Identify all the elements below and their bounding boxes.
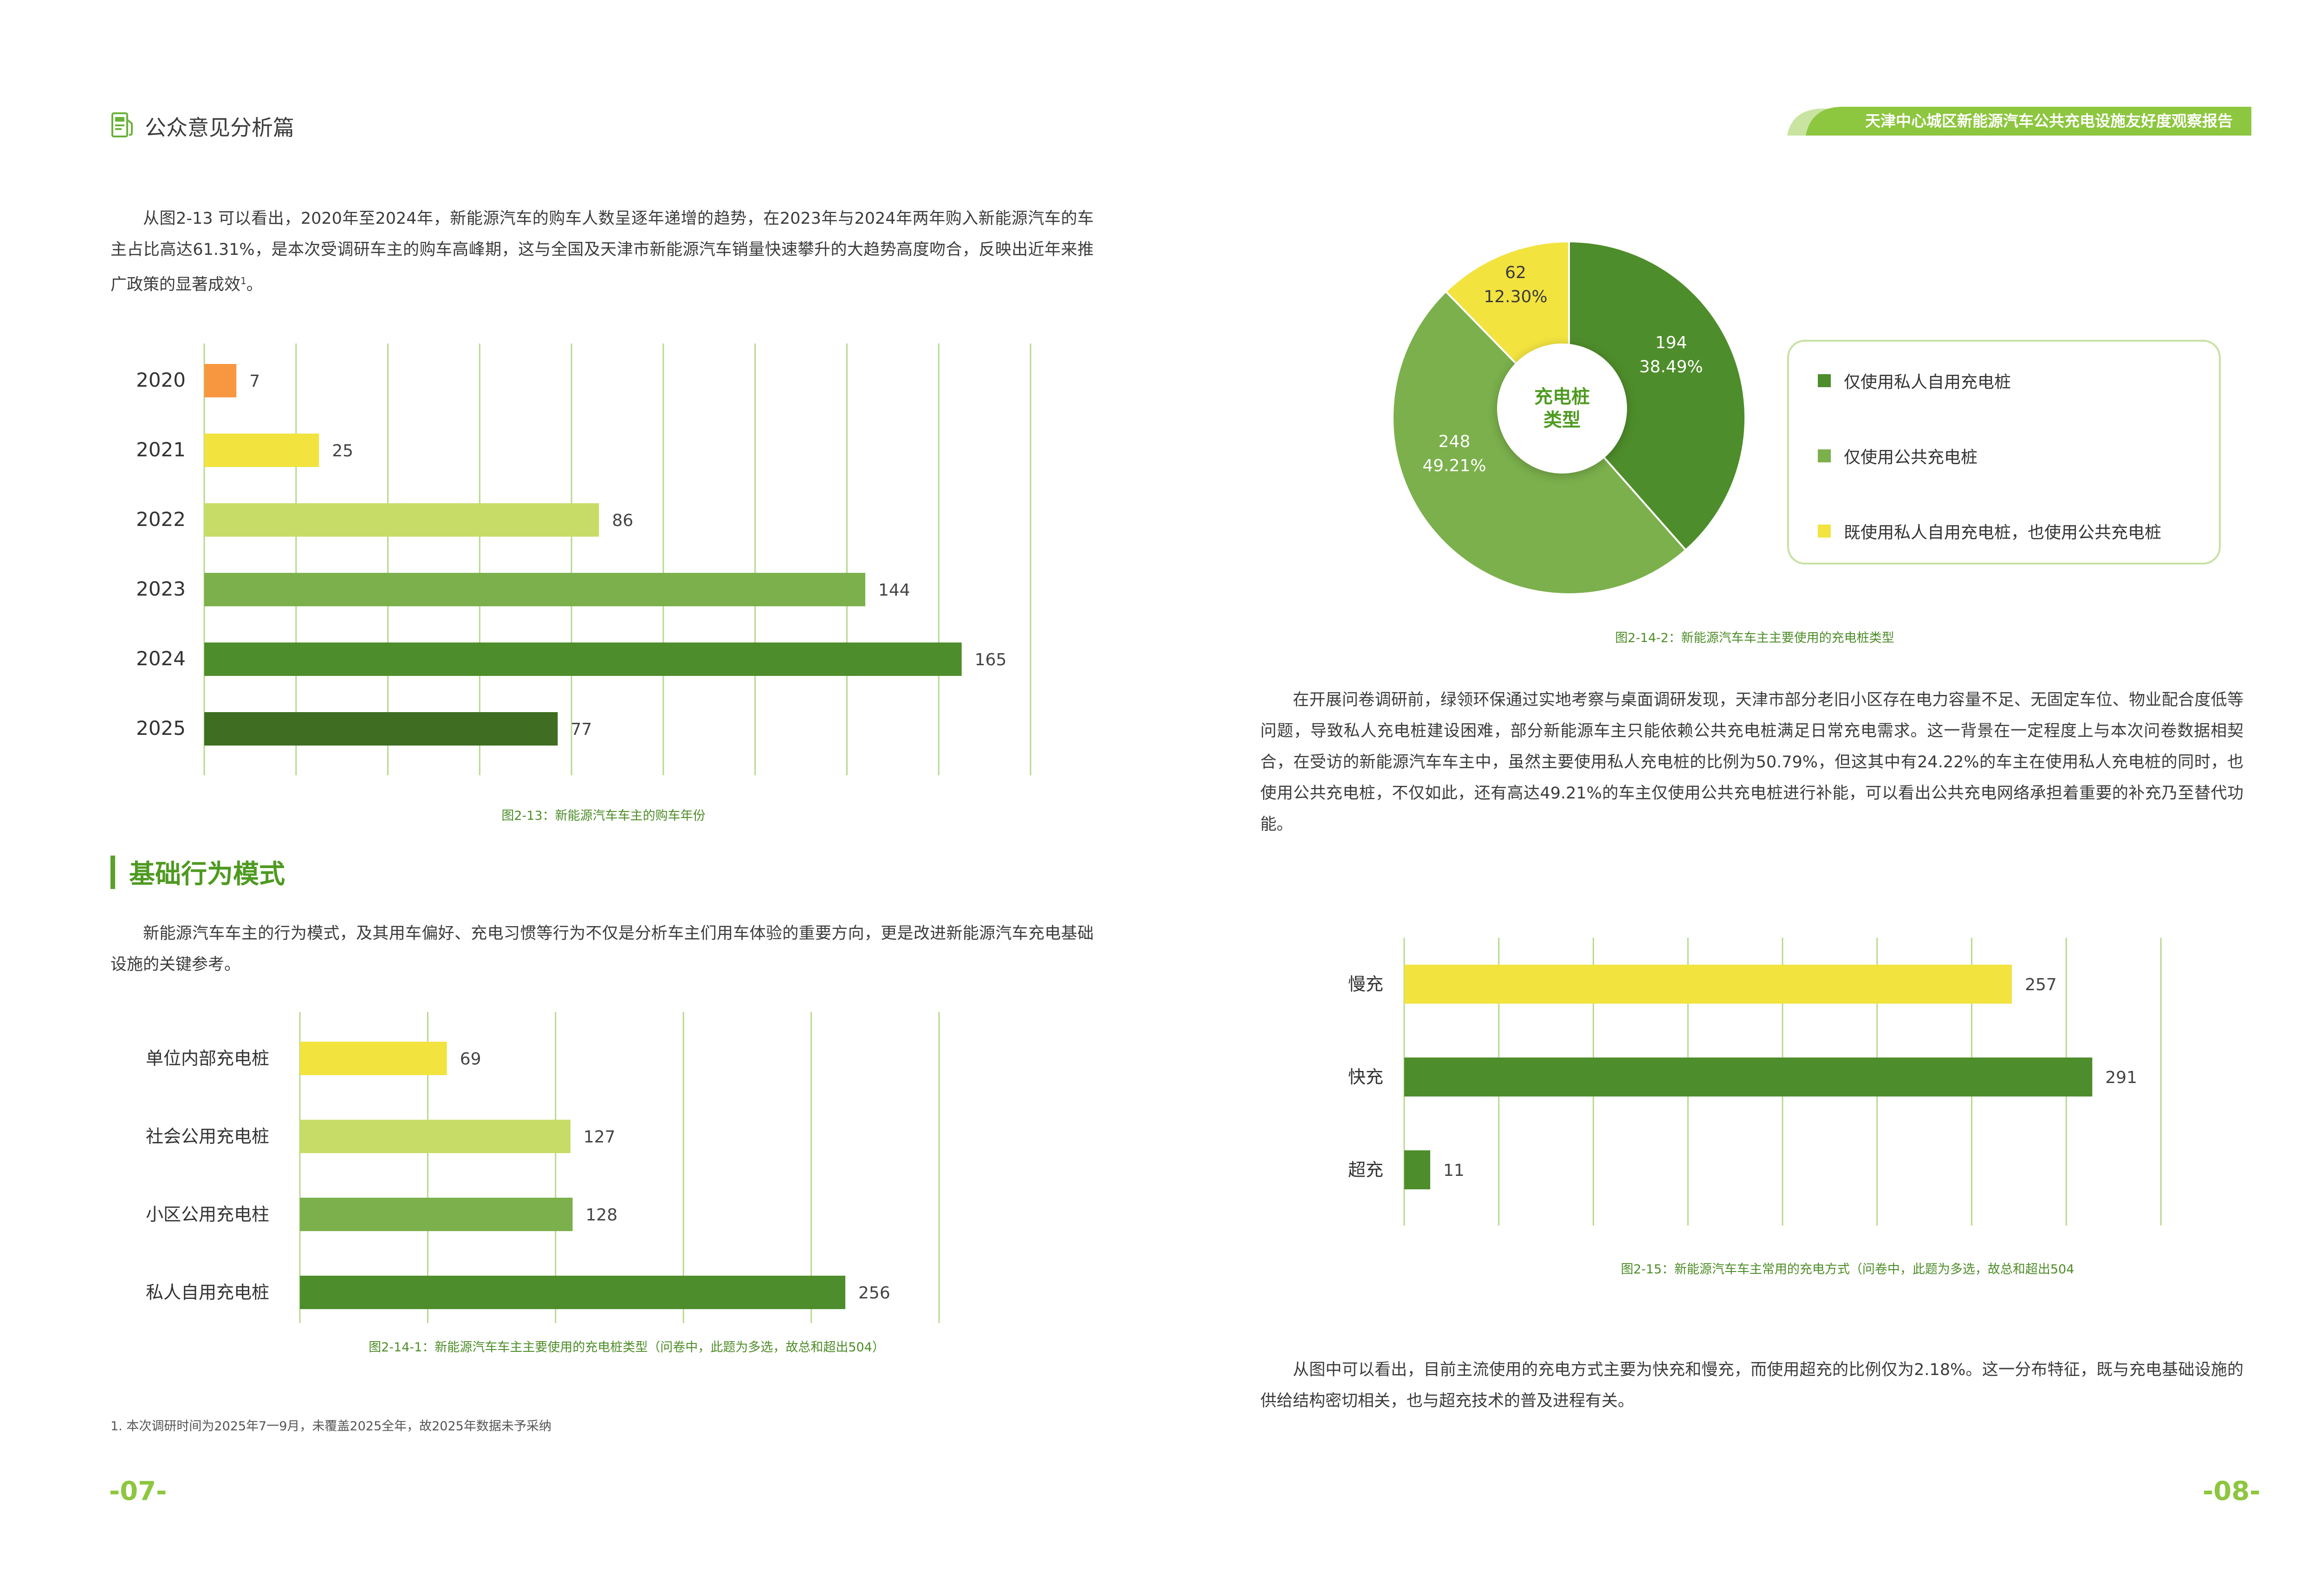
legend-label-private: 仅使用私人自用充电桩	[1844, 373, 2011, 392]
pie-label-public-value: 248	[1438, 432, 1471, 451]
fuel-pump-document-icon	[110, 111, 135, 141]
bar	[300, 1276, 846, 1309]
legend-item-private: 仅使用私人自用充电桩	[1818, 369, 2011, 393]
legend-swatch-public	[1818, 449, 1831, 462]
section-header: 公众意见分析篇	[110, 108, 294, 145]
bar	[1404, 1058, 2093, 1096]
intro-end: 。	[246, 275, 263, 294]
category-label: 2022	[136, 508, 186, 531]
pie-legend: 仅使用私人自用充电桩 仅使用公共充电桩 既使用私人自用充电桩，也使用公共充电桩	[1787, 340, 2221, 564]
fig-2-13-caption: 图2-13：新能源汽车车主的购车年份	[501, 809, 706, 823]
value-label: 69	[460, 1050, 481, 1069]
legend-item-both: 既使用私人自用充电桩，也使用公共充电桩	[1818, 519, 2161, 543]
pie-label-both: 62 12.30%	[1484, 261, 1547, 309]
category-label: 单位内部充电桩	[146, 1048, 269, 1069]
conclusion-text: 从图中可以看出，目前主流使用的充电方式主要为快充和慢充，而使用超充的比例仅为2.…	[1260, 1361, 2243, 1410]
bar	[300, 1120, 571, 1153]
fig-2-15-caption: 图2-15：新能源汽车车主常用的充电方式（问卷中，此题为多选，故总和超出504	[1621, 1262, 2075, 1277]
category-label: 2024	[136, 647, 186, 670]
value-label: 256	[858, 1284, 890, 1303]
value-label: 25	[332, 441, 353, 461]
intro-text: 从图2-13 可以看出，2020年至2024年，新能源汽车的购车人数呈逐年递增的…	[110, 209, 1094, 294]
pie-label-private-percent: 38.49%	[1639, 357, 1703, 376]
section-title: 公众意见分析篇	[145, 115, 294, 140]
legend-swatch-private	[1818, 374, 1831, 387]
category-label: 私人自用充电桩	[146, 1282, 269, 1303]
pie-label-both-percent: 12.30%	[1484, 287, 1548, 306]
category-label: 慢充	[1348, 974, 1383, 994]
category-label: 2020	[136, 369, 186, 391]
category-label: 2021	[136, 438, 186, 461]
footnote: 1. 本次调研时间为2025年7一9月，未覆盖2025全年，故2025年数据未予…	[110, 1419, 551, 1434]
legend-label-both: 既使用私人自用充电桩，也使用公共充电桩	[1844, 523, 2162, 542]
category-label: 快充	[1348, 1067, 1383, 1087]
legend-swatch-both	[1818, 525, 1831, 538]
pie-label-private-value: 194	[1655, 333, 1687, 352]
bar	[1404, 965, 2012, 1004]
intro-paragraph: 从图2-13 可以看出，2020年至2024年，新能源汽车的购车人数呈逐年递增的…	[110, 203, 1094, 301]
report-title: 天津中心城区新能源汽车公共充电设施友好度观察报告	[1865, 112, 2233, 130]
value-label: 11	[1443, 1161, 1465, 1180]
value-label: 128	[586, 1206, 618, 1225]
page-number-right: -08-	[2203, 1476, 2261, 1506]
value-label: 144	[878, 581, 910, 600]
legend-item-public: 仅使用公共充电桩	[1818, 444, 1977, 468]
value-label: 165	[975, 650, 1007, 669]
analysis-paragraph: 在开展问卷调研前，绿领环保通过实地考察与桌面调研发现，天津市部分老旧小区存在电力…	[1260, 685, 2243, 840]
bar	[1404, 1150, 1431, 1189]
category-label: 小区公用充电柱	[146, 1204, 269, 1225]
value-label: 127	[583, 1128, 616, 1147]
pie-center-line2: 类型	[1543, 409, 1581, 431]
behavior-text: 新能源汽车车主的行为模式，及其用车偏好、充电习惯等行为不仅是分析车主们用车体验的…	[110, 924, 1094, 974]
value-label: 257	[2025, 975, 2057, 994]
analysis-text: 在开展问卷调研前，绿领环保通过实地考察与桌面调研发现，天津市部分老旧小区存在电力…	[1260, 691, 2243, 834]
footnote-mark: 1	[240, 275, 246, 286]
report-title-banner: 天津中心城区新能源汽车公共充电设施友好度观察报告	[1787, 107, 2251, 136]
heading-basic-text: 基础行为模式	[129, 859, 285, 889]
pie-slice	[1568, 240, 1746, 551]
conclusion-paragraph: 从图中可以看出，目前主流使用的充电方式主要为快充和慢充，而使用超充的比例仅为2.…	[1260, 1355, 2243, 1417]
purchase-year-chart: 2020 7 2021 25 2022 86 2023 144 2024 165 2025 77	[116, 344, 1068, 775]
bar	[204, 503, 599, 537]
pie-center-line1: 充电桩	[1534, 386, 1590, 408]
bar	[204, 434, 319, 467]
value-label: 77	[571, 720, 592, 739]
bar	[204, 364, 237, 397]
bar	[204, 712, 558, 746]
pie-label-both-value: 62	[1505, 263, 1526, 282]
value-label: 291	[2105, 1068, 2137, 1087]
fig-2-14-1-caption: 图2-14-1：新能源汽车车主主要使用的充电桩类型（问卷中，此题为多选，故总和超…	[369, 1340, 885, 1355]
charger-type-bar-chart: 单位内部充电桩 69 社会公用充电桩 127 小区公用充电柱 128 私人自用充电桩 256	[116, 1012, 1068, 1328]
bar	[204, 642, 962, 676]
pie-label-private: 194 38.49%	[1639, 331, 1703, 379]
heading-basic-behavior: 基础行为模式	[110, 853, 285, 891]
bar	[300, 1198, 573, 1231]
pie-label-public: 248 49.21%	[1422, 430, 1486, 478]
category-label: 2023	[136, 577, 186, 600]
category-label: 2025	[136, 717, 186, 740]
page-number-left: -07-	[109, 1476, 167, 1506]
value-label: 86	[612, 511, 633, 530]
value-label: 7	[249, 372, 260, 391]
legend-label-public: 仅使用公共充电桩	[1844, 448, 1978, 467]
fig-2-14-2-caption: 图2-14-2：新能源汽车车主主要使用的充电桩类型	[1615, 631, 1894, 645]
bar	[300, 1042, 447, 1075]
category-label: 超充	[1348, 1160, 1383, 1180]
behavior-paragraph: 新能源汽车车主的行为模式，及其用车偏好、充电习惯等行为不仅是分析车主们用车体验的…	[110, 918, 1094, 980]
pie-label-public-percent: 49.21%	[1422, 456, 1486, 475]
category-label: 社会公用充电桩	[146, 1126, 269, 1147]
pie-center-label: 充电桩 类型	[1497, 344, 1627, 474]
heading-accent-bar	[110, 855, 115, 889]
bar	[204, 573, 865, 606]
charging-mode-bar-chart: 慢充 257 快充 291 超充 11	[1263, 938, 2237, 1235]
